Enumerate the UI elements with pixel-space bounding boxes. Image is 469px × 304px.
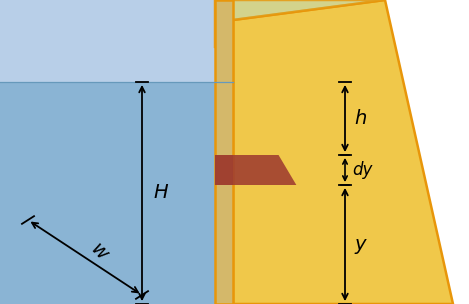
Polygon shape — [215, 155, 296, 185]
Text: w: w — [87, 239, 112, 264]
Polygon shape — [0, 82, 233, 304]
Text: y: y — [355, 235, 366, 254]
Polygon shape — [215, 155, 233, 185]
Polygon shape — [0, 0, 233, 82]
Polygon shape — [215, 28, 367, 304]
Polygon shape — [215, 0, 385, 48]
Text: dy: dy — [352, 161, 372, 179]
Text: H: H — [154, 184, 168, 202]
Polygon shape — [215, 0, 233, 304]
Text: h: h — [355, 109, 367, 128]
Polygon shape — [233, 0, 453, 304]
